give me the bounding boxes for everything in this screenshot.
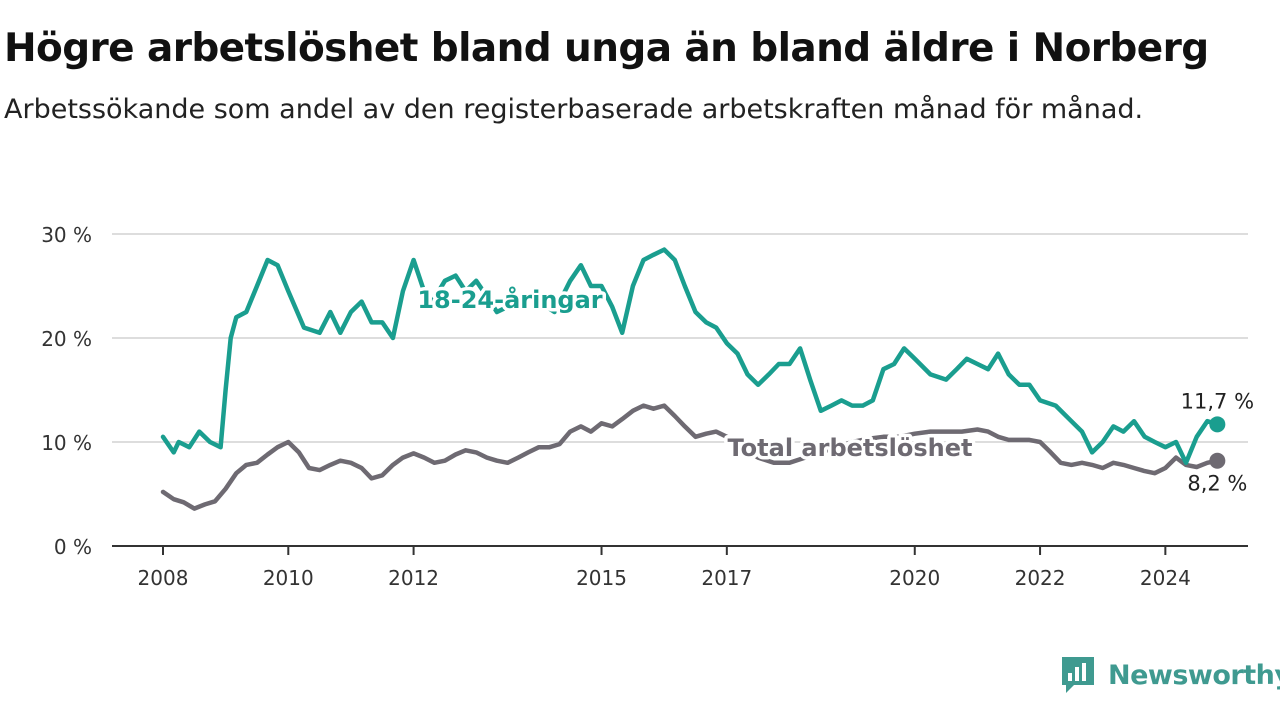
x-tick-label: 2008	[138, 566, 189, 590]
y-tick-label: 10 %	[41, 431, 92, 455]
y-tick-label: 30 %	[41, 223, 92, 247]
chart-subtitle: Arbetssökande som andel av den registerb…	[4, 94, 1144, 125]
newsworthy-logo-icon	[1062, 657, 1094, 693]
series-end-label: 11,7 %	[1181, 389, 1254, 413]
series-label: Total arbetslöshet	[727, 434, 972, 462]
series-end-label: 8,2 %	[1187, 472, 1247, 496]
series-label: 18-24-åringar	[417, 285, 602, 314]
x-axis-ticks: 2008 2010 2012 2015 2017 2020 2022 2024	[138, 546, 1191, 590]
x-tick-label: 2022	[1015, 566, 1066, 590]
series-line	[160, 247, 1220, 466]
x-tick-label: 2024	[1140, 566, 1191, 590]
brand-name: Newsworthy	[1108, 659, 1280, 691]
y-axis-ticks: 0 % 10 % 20 % 30 %	[41, 223, 92, 559]
series-labels: 8,2 % 11,7 % 18-24-åringar Total arbetslösh…	[414, 282, 1254, 496]
x-tick-label: 2015	[576, 566, 627, 590]
series-lines	[160, 247, 1226, 511]
series-end-point	[1209, 452, 1226, 469]
grid-lines	[112, 233, 1248, 443]
x-tick-label: 2012	[388, 566, 439, 590]
y-tick-label: 0 %	[54, 535, 92, 559]
x-tick-label: 2020	[889, 566, 940, 590]
x-tick-label: 2010	[263, 566, 314, 590]
chart-title: Högre arbetslöshet bland unga än bland ä…	[4, 26, 1209, 71]
series-line	[160, 403, 1220, 511]
x-tick-label: 2017	[701, 566, 752, 590]
y-tick-label: 20 %	[41, 327, 92, 351]
series-end-point	[1209, 416, 1226, 433]
newsworthy-brand: Newsworthy	[1060, 654, 1280, 696]
